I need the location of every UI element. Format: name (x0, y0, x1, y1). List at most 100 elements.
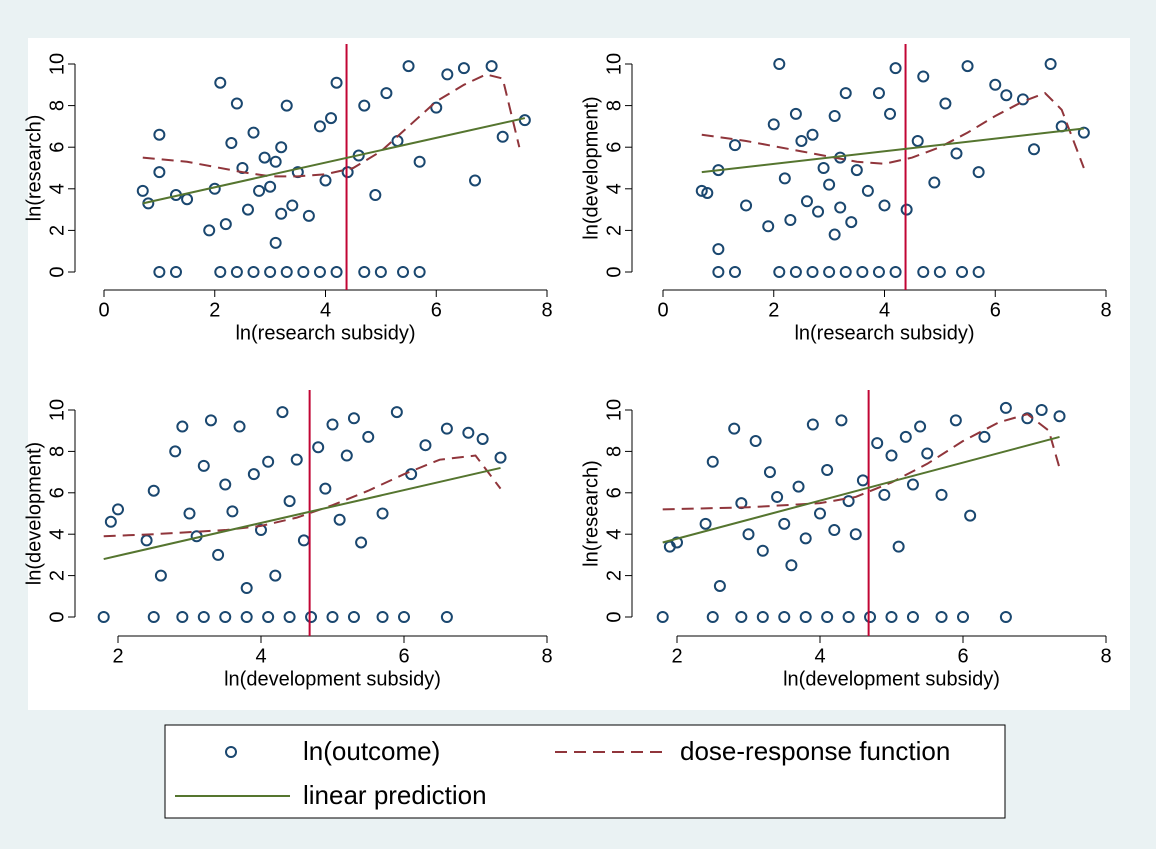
data-point (999, 611, 1012, 623)
data-point (656, 611, 669, 623)
data-point (823, 178, 836, 191)
x-tick-label: 2 (671, 645, 682, 667)
data-point (419, 439, 432, 452)
data-point (850, 164, 863, 177)
x-tick-label: 0 (657, 299, 668, 321)
data-point (728, 139, 741, 152)
data-point (917, 70, 930, 83)
data-point (928, 176, 941, 189)
plot-region (28, 38, 1130, 710)
y-tick-label: 6 (46, 142, 68, 153)
data-point (302, 209, 315, 222)
y-tick-label: 8 (46, 446, 68, 457)
data-point (319, 174, 332, 187)
y-tick-label: 6 (46, 487, 68, 498)
data-point (269, 569, 282, 582)
data-point (269, 155, 282, 168)
data-point (340, 449, 353, 462)
data-point (380, 87, 393, 100)
data-point (740, 199, 753, 212)
y-axis-title: ln(development) (23, 442, 45, 585)
data-point (773, 266, 786, 278)
data-point (283, 611, 296, 623)
data-point (275, 141, 288, 154)
data-point (476, 432, 489, 445)
data-point (240, 611, 253, 623)
data-point (989, 78, 1002, 91)
data-point (799, 611, 812, 623)
data-point (695, 184, 708, 197)
linear-prediction-line (662, 435, 1060, 544)
data-point (821, 464, 834, 477)
y-tick-label: 2 (603, 570, 625, 581)
legend-box (164, 724, 1006, 819)
x-tick-label: 4 (320, 299, 331, 321)
x-tick-label: 8 (541, 645, 552, 667)
data-point (462, 426, 475, 439)
data-point (233, 420, 246, 433)
data-point (885, 611, 898, 623)
data-point (706, 611, 719, 623)
data-point (212, 548, 225, 561)
data-point (226, 505, 239, 518)
data-point (814, 507, 826, 520)
data-point (197, 611, 210, 623)
x-tick-label: 6 (398, 645, 409, 667)
data-point (241, 203, 254, 216)
y-axis-title: ln(development) (580, 96, 602, 239)
x-tick-label: 4 (255, 645, 266, 667)
data-point (355, 536, 368, 549)
data-point (828, 524, 841, 537)
data-point (735, 611, 748, 623)
y-tick-label: 4 (46, 529, 68, 540)
data-point (812, 205, 825, 218)
y-axis-title: ln(research) (23, 115, 45, 222)
data-point (358, 99, 371, 112)
data-point (153, 266, 166, 278)
legend-label: ln(outcome) (303, 736, 440, 766)
data-point (147, 484, 160, 497)
data-point (839, 87, 852, 100)
y-tick-label: 0 (46, 266, 68, 277)
data-point (789, 107, 802, 120)
data-point (817, 162, 830, 174)
data-point (376, 507, 389, 520)
data-point (756, 611, 769, 623)
data-point (872, 87, 885, 100)
data-point (889, 266, 902, 278)
x-tick-label: 0 (98, 299, 109, 321)
data-point (842, 611, 855, 623)
data-point (1044, 58, 1057, 70)
y-tick-label: 0 (603, 266, 625, 277)
x-tick-label: 6 (431, 299, 442, 321)
data-point (1028, 143, 1041, 156)
data-point (183, 507, 196, 520)
y-tick-label: 8 (46, 100, 68, 111)
data-point (935, 611, 948, 623)
data-point (398, 611, 410, 623)
data-point (325, 112, 338, 125)
y-tick-label: 4 (46, 183, 68, 194)
data-point (225, 137, 238, 150)
data-point (496, 130, 509, 143)
data-point (956, 266, 969, 278)
data-point (712, 266, 725, 278)
data-point (214, 266, 227, 278)
data-point (785, 559, 798, 572)
data-point (397, 266, 410, 278)
data-point (871, 437, 884, 450)
data-point (275, 207, 288, 220)
data-point (701, 186, 714, 199)
data-point (258, 151, 271, 164)
data-point (839, 266, 852, 278)
y-tick-label: 4 (603, 183, 625, 194)
data-point (823, 266, 836, 278)
data-point (712, 243, 725, 256)
y-tick-label: 0 (46, 611, 68, 622)
x-axis-title: ln(development subsidy) (224, 668, 441, 690)
data-point (369, 189, 382, 202)
x-axis-title: ln(development subsidy) (783, 668, 1000, 690)
data-point (1000, 89, 1013, 102)
data-point (312, 441, 325, 454)
data-point (290, 453, 303, 466)
